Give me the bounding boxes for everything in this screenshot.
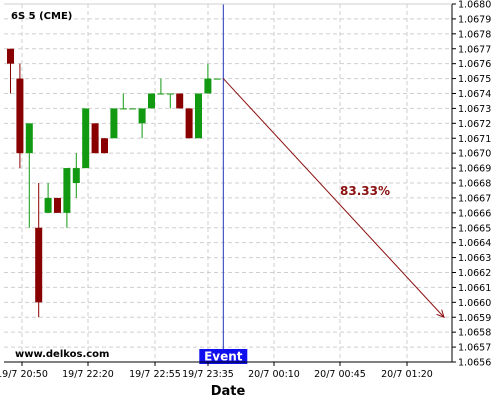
candle-body [16,78,24,154]
y-tick-label: 1.0673 [458,104,491,115]
candle-body [72,168,80,183]
event-label-box [199,349,248,364]
x-tick-label: 19/7 22:55 [129,369,181,380]
x-tick-label: 19/7 22:20 [62,369,114,380]
candle-body [129,108,137,110]
candle-body [119,108,127,110]
projection-layer: 83.33% [222,78,445,319]
y-tick-label: 1.0659 [458,313,491,324]
candle-body [91,123,99,154]
candle-body [110,108,118,139]
y-tick-label: 1.0663 [458,253,491,264]
candle-body [7,48,14,64]
y-tick-label: 1.0656 [458,358,491,369]
candle-body [166,93,174,95]
candle-body [138,108,146,124]
candle-body [25,123,33,154]
grid-layer [4,3,452,363]
candle-body [35,227,43,303]
y-tick-label: 1.0662 [458,268,491,279]
y-tick-label: 1.0675 [458,74,491,85]
y-tick-label: 1.0679 [458,14,491,25]
y-tick-label: 1.0666 [458,208,491,219]
candle-body [148,93,155,109]
y-tick-label: 1.0665 [458,223,491,234]
event-layer: Event [199,4,248,364]
y-tick-label: 1.0661 [458,283,491,294]
event-label: Event [204,350,243,364]
y-tick-label: 1.0668 [458,179,491,190]
y-tick-label: 1.0674 [458,89,491,100]
y-tick-label: 1.0669 [458,164,491,175]
x-axis-label: Date [211,384,246,399]
candle-body [157,93,165,95]
y-tick-label: 1.0667 [458,193,491,204]
x-tick-label: 20/7 00:45 [314,369,366,380]
x-tick-label: 20/7 01:20 [381,369,433,380]
watermark-text: www.delkos.com [15,349,109,360]
y-tick-label: 1.0671 [458,134,491,145]
candle-body [63,168,71,213]
axes-layer: 1.0656 1.0657 1.0658 1.0659 1.0660 1.0661 1.06… [0,0,491,380]
y-tick-label: 1.0660 [458,298,491,309]
y-tick-label: 1.0678 [458,29,491,40]
y-tick-label: 1.0657 [458,343,491,354]
y-tick-label: 1.0672 [458,119,491,130]
candle-body [204,78,212,94]
candle-body [82,108,90,169]
candle-body [195,93,202,139]
y-tick-label: 1.0677 [458,44,491,55]
projection-percentage-label: 83.33% [340,184,390,198]
y-tick-label: 1.0680 [458,0,491,11]
y-tick-label: 1.0670 [458,149,491,160]
projection-arrow-line [222,78,445,318]
candle-body [185,108,193,139]
candles-layer [7,48,221,318]
x-tick-label: 19/7 20:50 [0,369,48,380]
candle-body [101,138,108,154]
y-tick-label: 1.0676 [458,59,491,70]
candle-body [176,93,184,109]
x-tick-label: 19/7 23:35 [182,369,234,380]
y-tick-label: 1.0658 [458,328,491,339]
candle-body [54,197,61,213]
x-tick-label: 20/7 00:10 [248,369,300,380]
candle-body [213,78,221,80]
candle-body [44,197,52,213]
y-tick-label: 1.0664 [458,238,491,249]
projection-arrow-head [436,309,445,319]
chart-title: 6S 5 (CME) [11,11,72,22]
